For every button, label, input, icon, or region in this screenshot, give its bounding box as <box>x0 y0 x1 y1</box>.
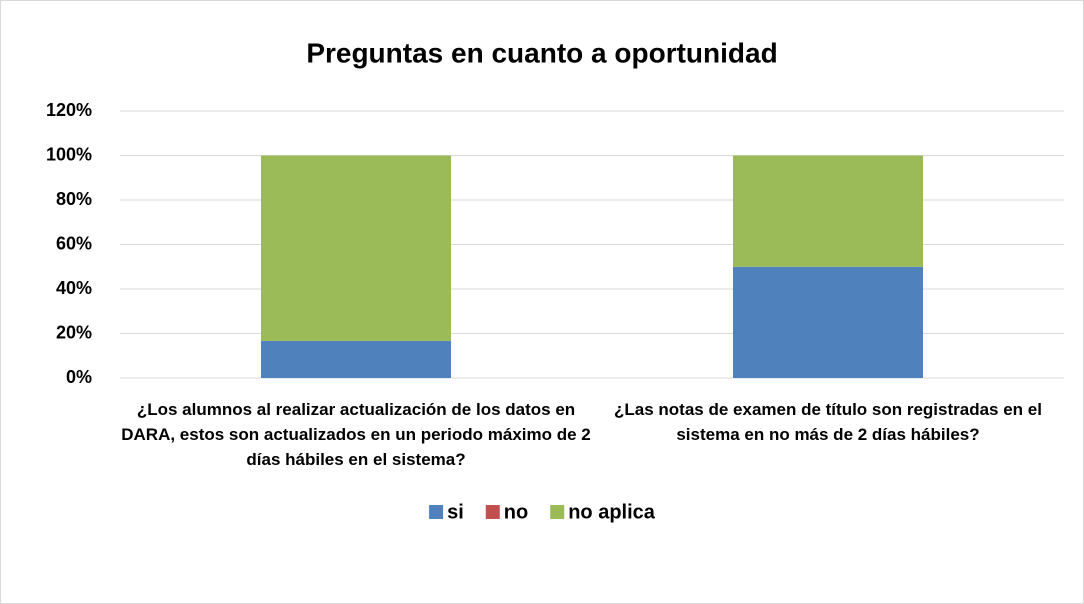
bar-segment <box>733 155 923 267</box>
bar-segment <box>733 266 923 378</box>
y-tick-label: 80% <box>56 189 92 209</box>
x-tick-label: ¿Las notas de examen de título son regis… <box>614 400 1042 444</box>
chart-title: Preguntas en cuanto a oportunidad <box>306 37 777 68</box>
legend: si no no aplica <box>429 501 656 523</box>
y-tick-label: 0% <box>66 367 92 387</box>
legend-swatch <box>485 505 500 519</box>
y-tick-label: 120% <box>46 100 92 120</box>
x-tick-label-box: ¿Los alumnos al realizar actualización d… <box>121 400 591 469</box>
legend-swatch <box>429 505 444 519</box>
legend-label: no aplica <box>568 501 656 523</box>
legend-label: si <box>447 501 464 523</box>
x-tick-label: ¿Los alumnos al realizar actualización d… <box>121 400 591 469</box>
legend-swatch <box>550 505 565 519</box>
y-tick-label: 100% <box>46 144 92 164</box>
legend-label: no <box>504 501 528 523</box>
y-tick-label: 40% <box>56 278 92 298</box>
bar-segment <box>261 155 451 341</box>
x-tick-label-box: ¿Las notas de examen de título son regis… <box>614 400 1042 444</box>
y-tick-label: 60% <box>56 233 92 253</box>
bar-segment <box>261 340 451 378</box>
y-tick-label: 20% <box>56 322 92 342</box>
